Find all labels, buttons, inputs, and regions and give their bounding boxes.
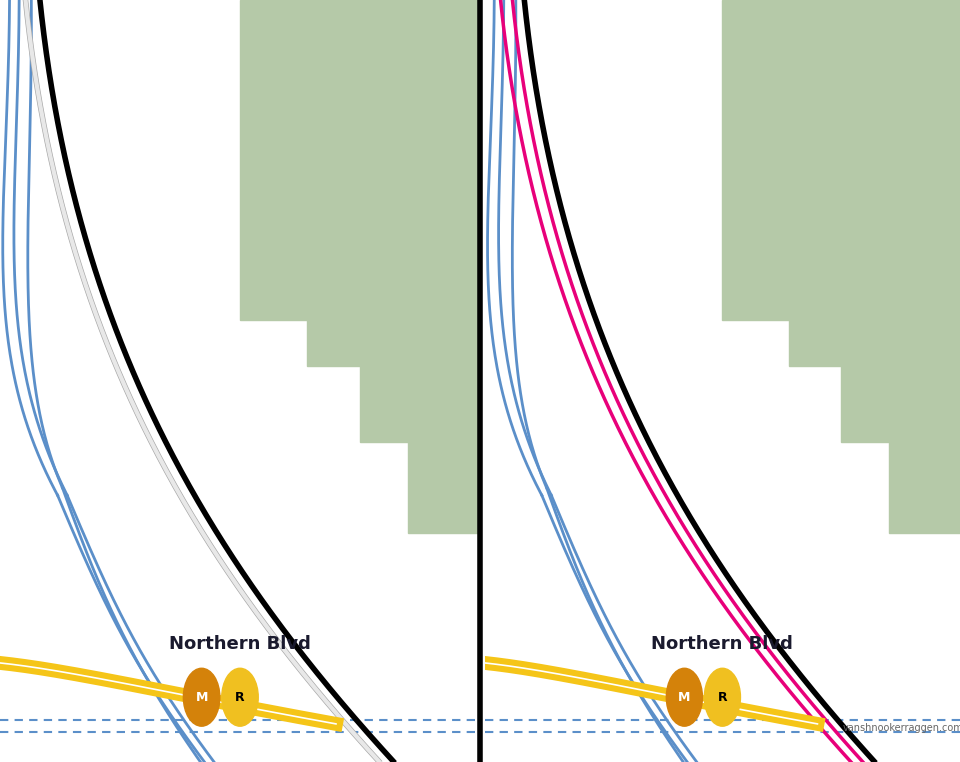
Polygon shape — [722, 0, 960, 533]
Text: vanshnookerraggen.com: vanshnookerraggen.com — [843, 722, 960, 733]
Circle shape — [183, 668, 220, 726]
Polygon shape — [240, 0, 504, 533]
Circle shape — [705, 668, 740, 726]
Circle shape — [666, 668, 703, 726]
Text: R: R — [717, 690, 728, 704]
Text: Northern Blvd: Northern Blvd — [169, 635, 311, 653]
Text: R: R — [235, 690, 245, 704]
Text: M: M — [196, 690, 207, 704]
Circle shape — [222, 668, 258, 726]
Text: M: M — [678, 690, 690, 704]
Text: Northern Blvd: Northern Blvd — [652, 635, 793, 653]
